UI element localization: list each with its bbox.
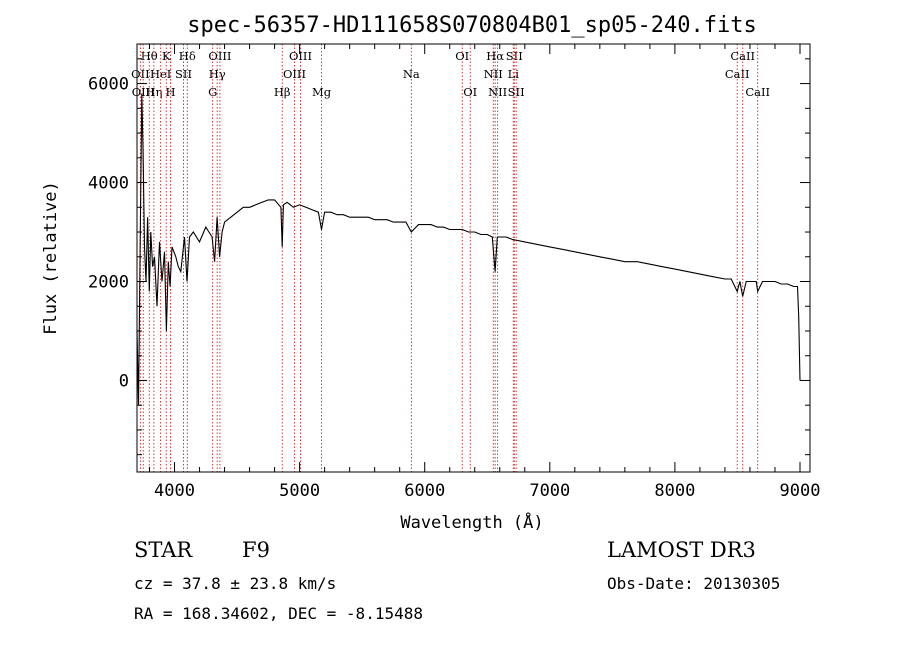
line-marker-label-0: OII	[131, 67, 150, 81]
line-marker-label-25: CaII	[725, 67, 750, 81]
line-marker-label-24: SII	[508, 85, 525, 99]
survey-label: LAMOST DR3	[607, 538, 756, 562]
line-marker-label-27: CaII	[745, 85, 770, 99]
line-marker-label-16: Na	[403, 67, 420, 81]
subclass-label: F9	[242, 538, 270, 562]
cz-label: cz = 37.8 ± 23.8 km/s	[134, 574, 337, 593]
y-tick-label-4000: 4000	[88, 174, 129, 194]
line-marker-label-14: OIII	[289, 49, 312, 63]
line-marker-label-6: H	[166, 85, 176, 99]
y-tick-label-6000: 6000	[88, 75, 129, 95]
line-marker-label-19: NII	[484, 67, 503, 81]
x-axis-label: Wavelength (Å)	[400, 511, 543, 533]
class-label: STAR	[134, 538, 193, 562]
x-tick-label-7000: 7000	[529, 481, 570, 501]
line-marker-label-23: Li	[508, 67, 520, 81]
x-tick-label-6000: 6000	[404, 481, 445, 501]
line-marker-label-20: Hα	[486, 49, 504, 63]
x-tick-label-4000: 4000	[154, 481, 195, 501]
line-marker-label-10: Hγ	[209, 67, 226, 81]
line-marker-label-5: K	[162, 49, 171, 63]
obs-date-label: Obs-Date: 20130305	[607, 574, 781, 593]
line-marker-label-12: Hβ	[274, 85, 291, 99]
line-marker-label-3: Hη	[145, 85, 162, 99]
chart-title: spec-56357-HD111658S070804B01_sp05-240.f…	[187, 13, 757, 38]
x-tick-label-9000: 9000	[780, 481, 821, 501]
line-marker-label-21: NII	[488, 85, 507, 99]
line-marker-label-9: G	[208, 85, 217, 99]
x-tick-label-5000: 5000	[279, 481, 320, 501]
line-marker-label-7: SII	[175, 67, 192, 81]
line-marker-label-26: CaII	[730, 49, 755, 63]
y-tick-label-2000: 2000	[88, 273, 129, 293]
line-marker-label-4: HeI	[150, 67, 171, 81]
y-tick-label-0: 0	[119, 371, 129, 391]
axis-ticks: 4000 5000 6000 7000 8000 9000 0 2000 4000 6000	[88, 44, 820, 501]
x-tick-label-8000: 8000	[654, 481, 695, 501]
spectrum-line	[136, 93, 801, 406]
y-axis-label: Flux (relative)	[41, 181, 61, 335]
plot-frame	[136, 43, 811, 473]
line-marker-label-8: Hδ	[179, 49, 196, 63]
line-marker-label-17: OI	[455, 49, 469, 63]
line-marker-label-22: SII	[506, 49, 523, 63]
radec-label: RA = 168.34602, DEC = -8.15488	[134, 604, 423, 623]
line-marker-label-13: OIII	[283, 67, 306, 81]
line-marker-label-11: OIII	[208, 49, 231, 63]
line-marker-label-18: OI	[463, 85, 477, 99]
line-markers: OIIHθOIIIHηHeIKHSIIHδGHγOIIIHβOIIIOIIIMg…	[131, 44, 770, 472]
line-marker-label-15: Mg	[312, 85, 332, 99]
